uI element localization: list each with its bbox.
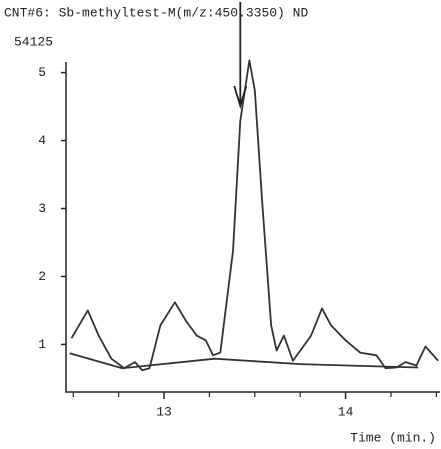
x-tick-label: 13 [156,404,172,419]
line-trace [70,59,439,372]
y-tick-label: 3 [38,201,46,216]
y-tick-label: 1 [38,337,46,352]
chart-title: CNT#6: Sb-methyltest-M(m/z:450.3350) ND [4,5,308,20]
y-tick-label: 5 [38,65,46,80]
x-axis-label: Time (min.) [350,430,436,445]
axes [65,62,440,393]
y-tick-label: 2 [38,269,46,284]
line-baseline [69,352,419,370]
arrow [233,2,248,110]
y-tick-label: 4 [38,133,46,148]
chart-subtitle: 54125 [14,34,53,49]
x-tick-label: 14 [338,404,354,419]
